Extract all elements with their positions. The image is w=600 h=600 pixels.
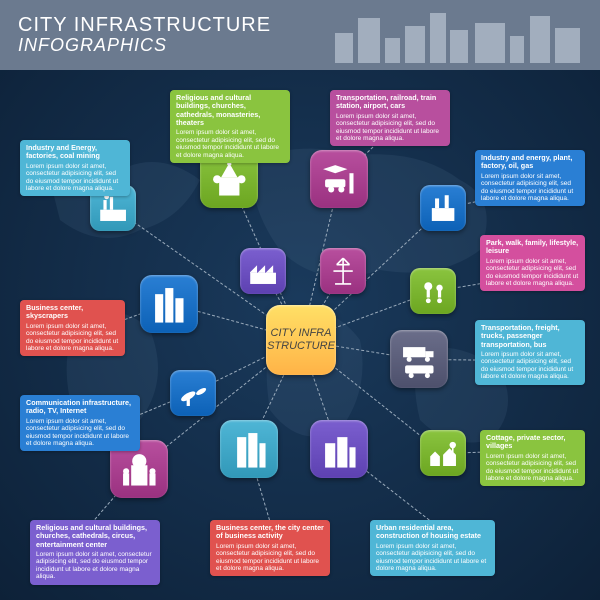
center-label: CITY INFRA STRUCTURE — [266, 327, 336, 353]
label-title: Communication infrastructure, radio, TV,… — [26, 399, 134, 416]
label-box: Cottage, private sector, villages Lorem i… — [480, 430, 585, 486]
node-comm — [170, 370, 216, 416]
label-title: Cottage, private sector, villages — [486, 434, 579, 451]
label-title: Transportation, freight, trucks, passeng… — [481, 324, 579, 349]
label-box: Industry and Energy, factories, coal min… — [20, 140, 130, 196]
node-trucks — [390, 330, 448, 388]
label-box: Religious and cultural buildings, church… — [170, 90, 290, 163]
infographic-canvas: CITY INFRASTRUCTURE INFOGRAPHICS CITY IN… — [0, 0, 600, 600]
label-body: Lorem ipsum dolor sit amet, consectetur … — [481, 173, 573, 202]
node-business1 — [140, 275, 198, 333]
label-box: Industry and energy, plant, factory, oil… — [475, 150, 585, 206]
label-body: Lorem ipsum dolor sit amet, consectetur … — [336, 113, 439, 142]
label-title: Business center, the city center of busi… — [216, 524, 324, 541]
label-box: Transportation, freight, trucks, passeng… — [475, 320, 585, 385]
label-body: Lorem ipsum dolor sit amet, consectetur … — [216, 543, 319, 572]
label-body: Lorem ipsum dolor sit amet, consectetur … — [26, 163, 118, 192]
label-title: Business center, skyscrapers — [26, 304, 119, 321]
node-power — [320, 248, 366, 294]
label-body: Lorem ipsum dolor sit amet, consectetur … — [36, 551, 152, 580]
node-urban — [310, 420, 368, 478]
label-body: Lorem ipsum dolor sit amet, consectetur … — [486, 453, 578, 482]
label-title: Urban residential area, construction of … — [376, 524, 489, 541]
node-energy — [420, 185, 466, 231]
label-body: Lorem ipsum dolor sit amet, consectetur … — [376, 543, 486, 572]
label-body: Lorem ipsum dolor sit amet, consectetur … — [486, 258, 578, 287]
label-body: Lorem ipsum dolor sit amet, consectetur … — [26, 418, 129, 447]
label-box: Communication infrastructure, radio, TV,… — [20, 395, 140, 451]
label-title: Religious and cultural buildings, church… — [176, 94, 284, 127]
label-title: Religious and cultural buildings, church… — [36, 524, 154, 549]
header-band: CITY INFRASTRUCTURE INFOGRAPHICS — [0, 0, 600, 70]
label-box: Transportation, railroad, train station,… — [330, 90, 450, 146]
node-cottage — [420, 430, 466, 476]
node-park — [410, 268, 456, 314]
node-business2 — [220, 420, 278, 478]
label-box: Urban residential area, construction of … — [370, 520, 495, 576]
label-title: Industry and energy, plant, factory, oil… — [481, 154, 579, 171]
label-body: Lorem ipsum dolor sit amet, consectetur … — [481, 351, 573, 380]
center-hub: CITY INFRA STRUCTURE — [266, 305, 336, 375]
label-title: Transportation, railroad, train station,… — [336, 94, 444, 111]
label-body: Lorem ipsum dolor sit amet, consectetur … — [26, 323, 118, 352]
label-box: Business center, skyscrapers Lorem ipsum … — [20, 300, 125, 356]
node-transport1 — [310, 150, 368, 208]
title-line2: INFOGRAPHICS — [18, 36, 271, 56]
page-title: CITY INFRASTRUCTURE INFOGRAPHICS — [18, 14, 271, 56]
label-box: Park, walk, family, lifestyle, leisure Lo… — [480, 235, 585, 291]
skyline-icon — [330, 8, 590, 63]
title-line1: CITY INFRASTRUCTURE — [18, 14, 271, 36]
label-title: Park, walk, family, lifestyle, leisure — [486, 239, 579, 256]
label-box: Religious and cultural buildings, church… — [30, 520, 160, 585]
label-box: Business center, the city center of busi… — [210, 520, 330, 576]
node-factory — [240, 248, 286, 294]
label-body: Lorem ipsum dolor sit amet, consectetur … — [176, 129, 279, 158]
label-title: Industry and Energy, factories, coal min… — [26, 144, 124, 161]
